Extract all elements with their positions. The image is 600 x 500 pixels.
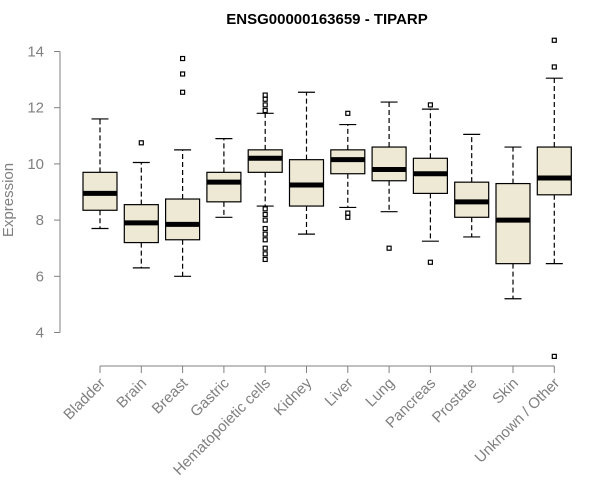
plot-area (82, 37, 572, 359)
outlier-point (262, 92, 268, 98)
box-group (123, 140, 159, 269)
outlier-point (262, 245, 268, 251)
box-group (536, 37, 572, 359)
x-tick-label: Skin (489, 375, 522, 408)
outlier-point (551, 353, 557, 359)
outlier-point (262, 107, 268, 114)
outlier-point (427, 259, 433, 265)
y-tick-label: 10 (27, 156, 44, 173)
outlier-point (345, 214, 351, 220)
x-tick-label: Bladder (60, 375, 109, 424)
outlier-point (138, 140, 144, 146)
box-group (412, 102, 448, 265)
outlier-point (345, 210, 351, 216)
box-iqr (371, 146, 407, 182)
box-iqr (536, 146, 572, 196)
box-group (206, 138, 242, 218)
y-tick-label: 8 (36, 212, 44, 229)
outlier-point (262, 231, 268, 237)
box-group (165, 55, 201, 277)
box-group (288, 91, 325, 235)
outlier-point (180, 89, 186, 95)
y-tick-label: 12 (27, 100, 44, 117)
y-axis-label: Expression (0, 163, 17, 237)
box-iqr (247, 149, 283, 173)
box-group (454, 133, 490, 238)
y-tick-label: 14 (27, 44, 44, 61)
outlier-point (386, 245, 392, 251)
box-iqr (206, 171, 242, 203)
y-tick-label: 4 (36, 325, 44, 342)
outlier-point (262, 211, 268, 218)
box-group (82, 118, 118, 230)
outlier-point (262, 251, 268, 257)
box-group (495, 146, 531, 300)
x-tick-label: Prostate (429, 375, 481, 427)
outlier-point (180, 71, 186, 77)
box-group (247, 92, 283, 263)
outlier-point (427, 102, 433, 108)
x-tick-label: Kidney (271, 374, 316, 419)
x-tick-label: Brain (113, 375, 150, 412)
chart-title: ENSG00000163659 - TIPARP (226, 11, 428, 28)
outlier-point (262, 96, 268, 102)
y-tick-label: 6 (36, 268, 44, 285)
outlier-point (551, 37, 557, 43)
outlier-point (262, 217, 268, 223)
outlier-point (551, 64, 557, 70)
outlier-point (345, 110, 351, 116)
outlier-point (262, 102, 268, 108)
outlier-point (262, 225, 268, 232)
x-tick-label: Lung (362, 375, 398, 411)
outlier-point (262, 256, 268, 263)
x-tick-label: Breast (149, 374, 192, 417)
box-iqr (165, 198, 201, 241)
box-group (371, 101, 407, 251)
outlier-point (262, 237, 268, 243)
x-tick-label: Liver (322, 375, 357, 410)
y-axis: 4 6 8 10 12 14 (27, 44, 61, 342)
outlier-point (262, 206, 268, 212)
box-iqr (495, 182, 531, 265)
box-group (330, 110, 366, 220)
outlier-point (180, 55, 186, 62)
